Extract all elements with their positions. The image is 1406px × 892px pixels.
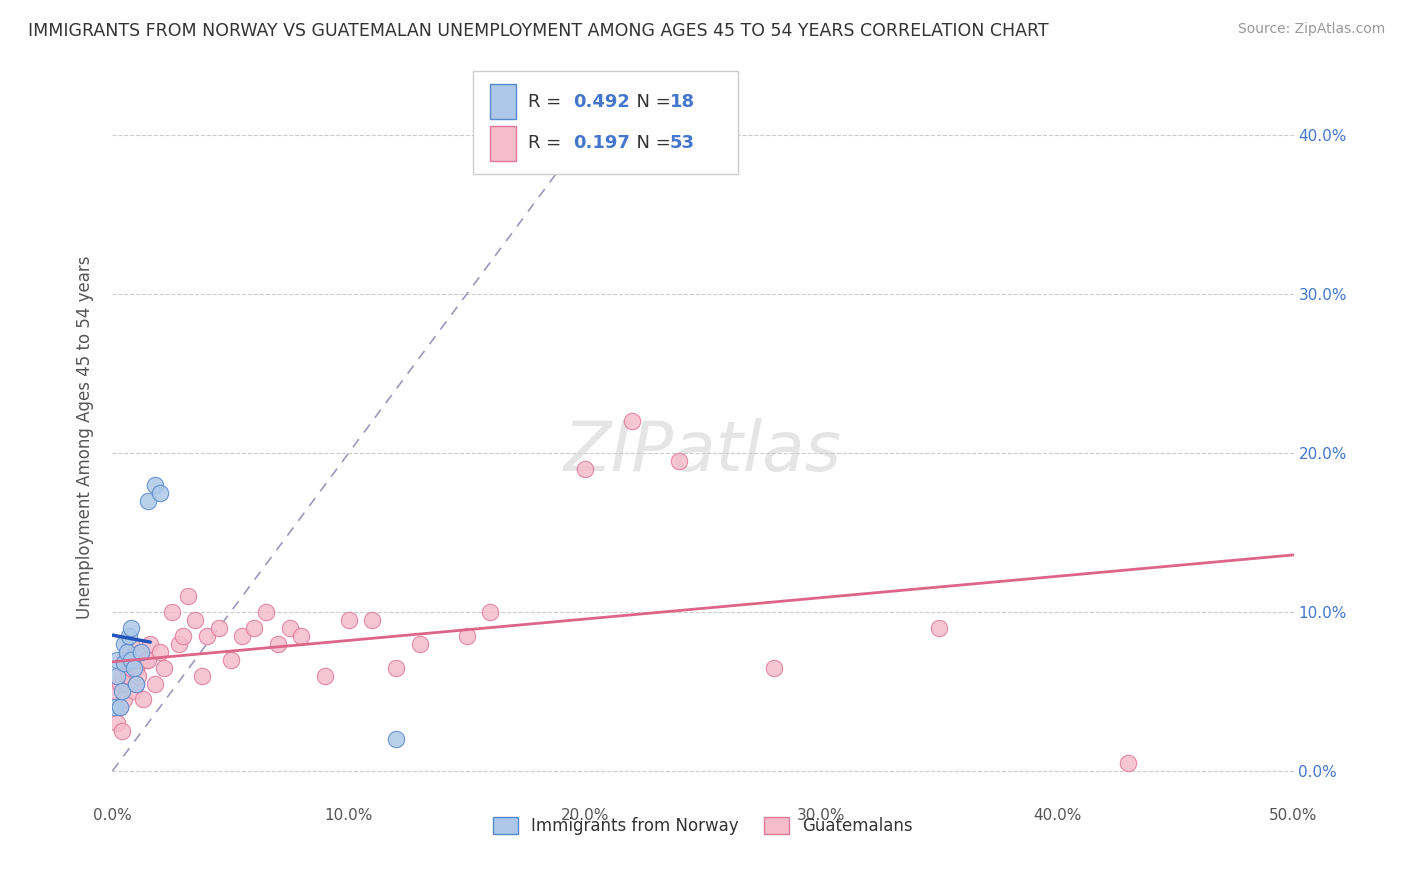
Point xyxy=(928,621,950,635)
Point xyxy=(104,700,127,714)
Point xyxy=(122,660,145,674)
Point xyxy=(112,637,135,651)
Text: 53: 53 xyxy=(669,135,695,153)
Point xyxy=(127,668,149,682)
Point xyxy=(112,653,135,667)
Point xyxy=(574,462,596,476)
Point xyxy=(132,692,155,706)
Point xyxy=(314,668,336,682)
Point xyxy=(105,716,128,731)
Point xyxy=(112,656,135,670)
Point xyxy=(172,629,194,643)
Point xyxy=(105,653,128,667)
Point xyxy=(208,621,231,635)
Point xyxy=(108,676,131,690)
Point xyxy=(129,645,152,659)
Point xyxy=(125,676,148,690)
Point xyxy=(112,692,135,706)
Point xyxy=(254,605,277,619)
Point xyxy=(160,605,183,619)
Point xyxy=(385,660,408,674)
Point xyxy=(120,637,142,651)
Point xyxy=(219,653,242,667)
Point xyxy=(149,485,172,500)
Point xyxy=(122,684,145,698)
Point xyxy=(153,660,176,674)
Point xyxy=(120,621,142,635)
Point xyxy=(118,629,141,643)
Point xyxy=(243,621,266,635)
Point xyxy=(290,629,312,643)
Point xyxy=(118,668,141,682)
Text: 0.492: 0.492 xyxy=(574,93,630,111)
Point xyxy=(135,653,157,667)
Point xyxy=(337,613,360,627)
Point xyxy=(125,676,148,690)
Text: 0.197: 0.197 xyxy=(574,135,630,153)
Point xyxy=(120,653,142,667)
Point xyxy=(108,700,131,714)
Point xyxy=(120,660,142,674)
Point xyxy=(115,645,138,659)
Point xyxy=(456,629,478,643)
Point xyxy=(385,732,408,747)
Point xyxy=(115,660,138,674)
Point xyxy=(668,454,690,468)
Point xyxy=(111,724,134,739)
Bar xyxy=(491,84,516,120)
Point xyxy=(125,660,148,674)
Point xyxy=(104,684,127,698)
Point xyxy=(136,653,159,667)
Text: N =: N = xyxy=(626,135,676,153)
FancyBboxPatch shape xyxy=(472,71,738,174)
Text: IMMIGRANTS FROM NORWAY VS GUATEMALAN UNEMPLOYMENT AMONG AGES 45 TO 54 YEARS CORR: IMMIGRANTS FROM NORWAY VS GUATEMALAN UNE… xyxy=(28,22,1049,40)
Point xyxy=(167,637,190,651)
Y-axis label: Unemployment Among Ages 45 to 54 years: Unemployment Among Ages 45 to 54 years xyxy=(76,255,94,619)
Point xyxy=(195,629,218,643)
Point xyxy=(231,629,253,643)
Text: Source: ZipAtlas.com: Source: ZipAtlas.com xyxy=(1237,22,1385,37)
Point xyxy=(479,605,502,619)
Text: ZIPatlas: ZIPatlas xyxy=(564,418,842,485)
Point xyxy=(111,668,134,682)
Text: R =: R = xyxy=(529,135,567,153)
Bar xyxy=(491,126,516,161)
Point xyxy=(139,637,162,651)
Point xyxy=(115,676,138,690)
Point xyxy=(278,621,301,635)
Point xyxy=(143,477,166,491)
Point xyxy=(361,613,384,627)
Point xyxy=(1116,756,1139,770)
Point xyxy=(267,637,290,651)
Point xyxy=(184,613,207,627)
Point xyxy=(129,645,152,659)
Point xyxy=(191,668,214,682)
Point xyxy=(408,637,430,651)
Legend: Immigrants from Norway, Guatemalans: Immigrants from Norway, Guatemalans xyxy=(486,811,920,842)
Point xyxy=(177,589,200,603)
Text: N =: N = xyxy=(626,93,676,111)
Point xyxy=(762,660,785,674)
Point xyxy=(105,668,128,682)
Point xyxy=(108,700,131,714)
Point xyxy=(111,684,134,698)
Text: R =: R = xyxy=(529,93,567,111)
Point xyxy=(136,493,159,508)
Point xyxy=(149,645,172,659)
Point xyxy=(621,414,644,428)
Point xyxy=(143,676,166,690)
Text: 18: 18 xyxy=(669,93,695,111)
